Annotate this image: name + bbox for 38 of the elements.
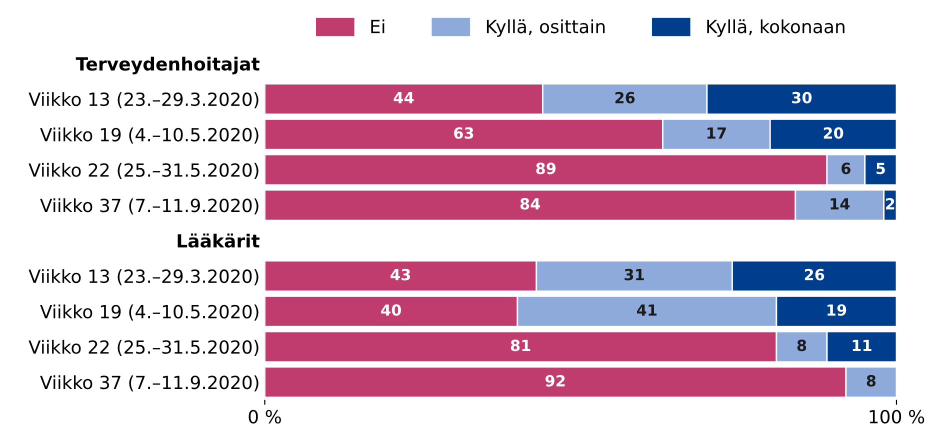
data-label: 63 [454,127,474,139]
data-label: 8 [866,375,876,387]
y-tick-label: Viikko 19 (4.–10.5.2020) [40,128,258,144]
data-label: 19 [828,304,846,316]
data-label: 6 [842,162,850,174]
legend-label: Kyllä, osittain [486,19,605,37]
legend-label: Ei [371,19,384,34]
data-label: 89 [536,162,556,174]
y-tick-label: Viikko 22 (25.–31.5.2020) [28,340,258,356]
data-label: 40 [381,304,402,316]
x-tick-label: 0 % [248,410,281,424]
y-tick-label: Viikko 19 (4.–10.5.2020) [40,304,258,321]
x-tick-label: 100 % [870,410,924,424]
data-label: 5 [876,162,885,174]
data-label: 84 [520,198,540,210]
data-label: 44 [394,92,414,104]
data-label: 2 [886,198,894,210]
y-tick-label: Viikko 22 (25.–31.5.2020) [28,162,258,180]
data-label: 26 [804,268,824,280]
data-label: 14 [830,198,850,210]
data-label: 17 [708,127,726,139]
data-label: 11 [852,340,872,351]
data-label: 41 [637,304,657,316]
y-tick-label: Viikko 37 (7.–11.9.2020) [40,198,258,214]
data-label: 31 [624,268,644,280]
data-label: 20 [824,127,844,139]
y-tick-label: Viikko 37 (7.–11.9.2020) [40,375,258,392]
data-label: 26 [615,92,635,104]
data-label: 30 [792,92,812,104]
data-label: 92 [546,375,565,387]
y-tick-label: Viikko 13 (23.–29.3.2020) [28,269,258,286]
data-label: 81 [510,340,530,352]
data-label: 43 [390,268,410,280]
y-tick-label: Lääkärit [178,233,260,248]
data-label: 8 [797,340,806,352]
y-tick-label: Viikko 13 (23.–29.3.2020) [28,92,258,108]
y-tick-label: Terveydenhoitajat [76,56,260,74]
legend-label: Kyllä, kokonaan [707,19,844,37]
